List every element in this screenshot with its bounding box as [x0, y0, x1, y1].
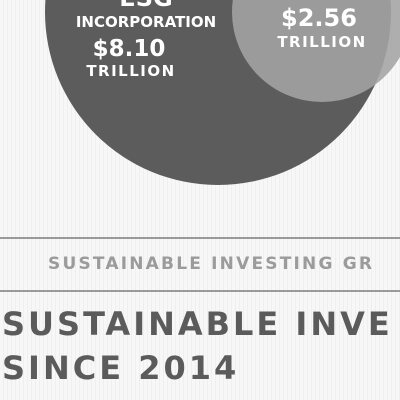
esg-unit-label: TRILLION — [86, 62, 175, 80]
section-subtitle: SUSTAINABLE INVESTING GR — [48, 254, 375, 274]
bubble-chart: ESG INCORPORATION $8.10 TRILLION $2.56 T… — [45, 0, 400, 185]
headline-line-1: SUSTAINABLE INVE — [2, 305, 393, 343]
esg-value-label: $8.10 — [93, 36, 166, 62]
second-unit-label: TRILLION — [277, 33, 366, 51]
esg-name-line2: INCORPORATION — [76, 13, 216, 31]
headline-line-2: SINCE 2014 — [2, 349, 240, 387]
esg-name-line1: ESG — [119, 0, 172, 12]
second-bubble — [232, 0, 400, 102]
section-divider-top — [0, 237, 400, 239]
section-divider-bottom — [0, 290, 400, 292]
second-value-label: $2.56 — [281, 4, 357, 32]
